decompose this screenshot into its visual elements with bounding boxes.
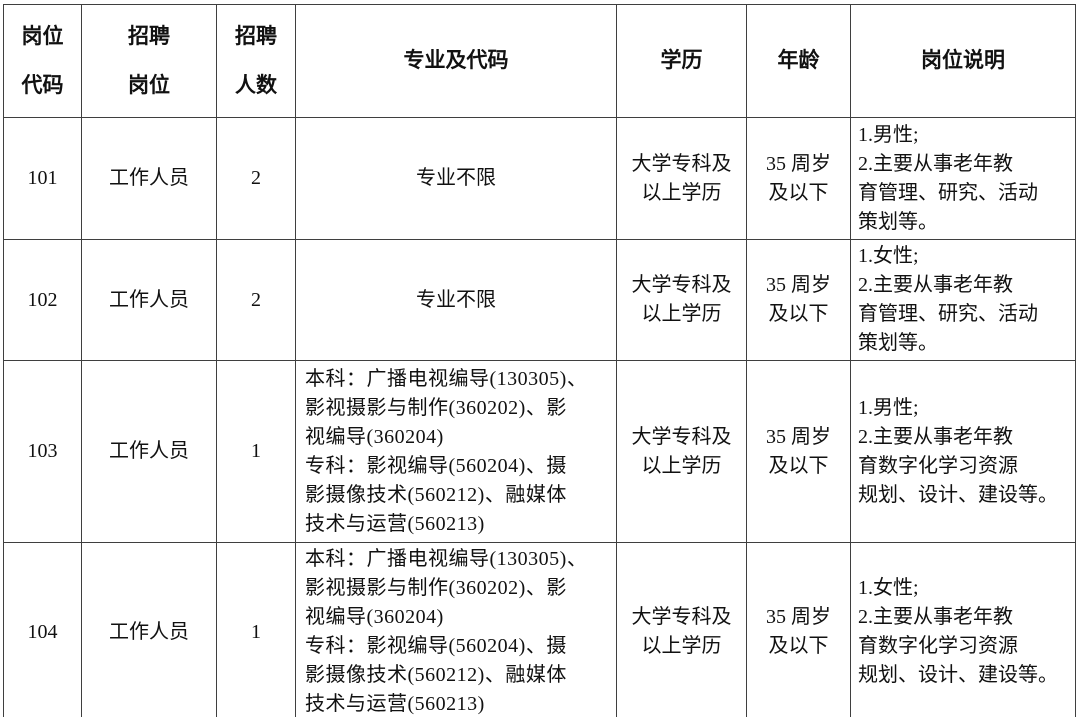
cell-position-title: 工作人员 xyxy=(81,239,217,361)
cell-position-code: 103 xyxy=(3,360,82,543)
table-row-101: 101 工作人员 2 专业不限 大学专科及 以上学历 35 周岁 及以下 1.男… xyxy=(3,117,1076,240)
cell-headcount: 1 xyxy=(216,542,296,717)
header-job-description: 岗位说明 xyxy=(850,4,1076,118)
cell-job-description: 1.男性; 2.主要从事老年教 育管理、研究、活动 策划等。 xyxy=(850,117,1076,240)
cell-age: 35 周岁 及以下 xyxy=(746,239,851,361)
cell-headcount: 2 xyxy=(216,239,296,361)
cell-position-title: 工作人员 xyxy=(81,117,217,240)
header-education: 学历 xyxy=(616,4,747,118)
header-position-code: 岗位 代码 xyxy=(3,4,82,118)
cell-position-code: 104 xyxy=(3,542,82,717)
cell-major-codes: 本科：广播电视编导(130305)、 影视摄影与制作(360202)、影 视编导… xyxy=(295,542,617,717)
table-row-102: 102 工作人员 2 专业不限 大学专科及 以上学历 35 周岁 及以下 1.女… xyxy=(3,239,1076,361)
cell-education: 大学专科及 以上学历 xyxy=(616,542,747,717)
cell-position-title: 工作人员 xyxy=(81,542,217,717)
table-row-103: 103 工作人员 1 本科：广播电视编导(130305)、 影视摄影与制作(36… xyxy=(3,360,1076,543)
cell-major-codes: 专业不限 xyxy=(295,117,617,240)
cell-headcount: 2 xyxy=(216,117,296,240)
header-position-title: 招聘 岗位 xyxy=(81,4,217,118)
cell-education: 大学专科及 以上学历 xyxy=(616,360,747,543)
cell-position-code: 102 xyxy=(3,239,82,361)
table-row-104: 104 工作人员 1 本科：广播电视编导(130305)、 影视摄影与制作(36… xyxy=(3,542,1076,717)
cell-job-description: 1.女性; 2.主要从事老年教 育管理、研究、活动 策划等。 xyxy=(850,239,1076,361)
cell-major-codes: 本科：广播电视编导(130305)、 影视摄影与制作(360202)、影 视编导… xyxy=(295,360,617,543)
cell-education: 大学专科及 以上学历 xyxy=(616,117,747,240)
header-major-codes: 专业及代码 xyxy=(295,4,617,118)
cell-age: 35 周岁 及以下 xyxy=(746,542,851,717)
cell-position-code: 101 xyxy=(3,117,82,240)
cell-position-title: 工作人员 xyxy=(81,360,217,543)
cell-job-description: 1.男性; 2.主要从事老年教 育数字化学习资源 规划、设计、建设等。 xyxy=(850,360,1076,543)
header-headcount: 招聘 人数 xyxy=(216,4,296,118)
header-age: 年龄 xyxy=(746,4,851,118)
recruitment-table: 岗位 代码 招聘 岗位 招聘 人数 专业及代码 学历 年龄 岗位说明 101 工… xyxy=(3,4,1076,717)
cell-job-description: 1.女性; 2.主要从事老年教 育数字化学习资源 规划、设计、建设等。 xyxy=(850,542,1076,717)
cell-age: 35 周岁 及以下 xyxy=(746,117,851,240)
cell-age: 35 周岁 及以下 xyxy=(746,360,851,543)
cell-education: 大学专科及 以上学历 xyxy=(616,239,747,361)
cell-headcount: 1 xyxy=(216,360,296,543)
table-header-row: 岗位 代码 招聘 岗位 招聘 人数 专业及代码 学历 年龄 岗位说明 xyxy=(3,4,1076,118)
cell-major-codes: 专业不限 xyxy=(295,239,617,361)
